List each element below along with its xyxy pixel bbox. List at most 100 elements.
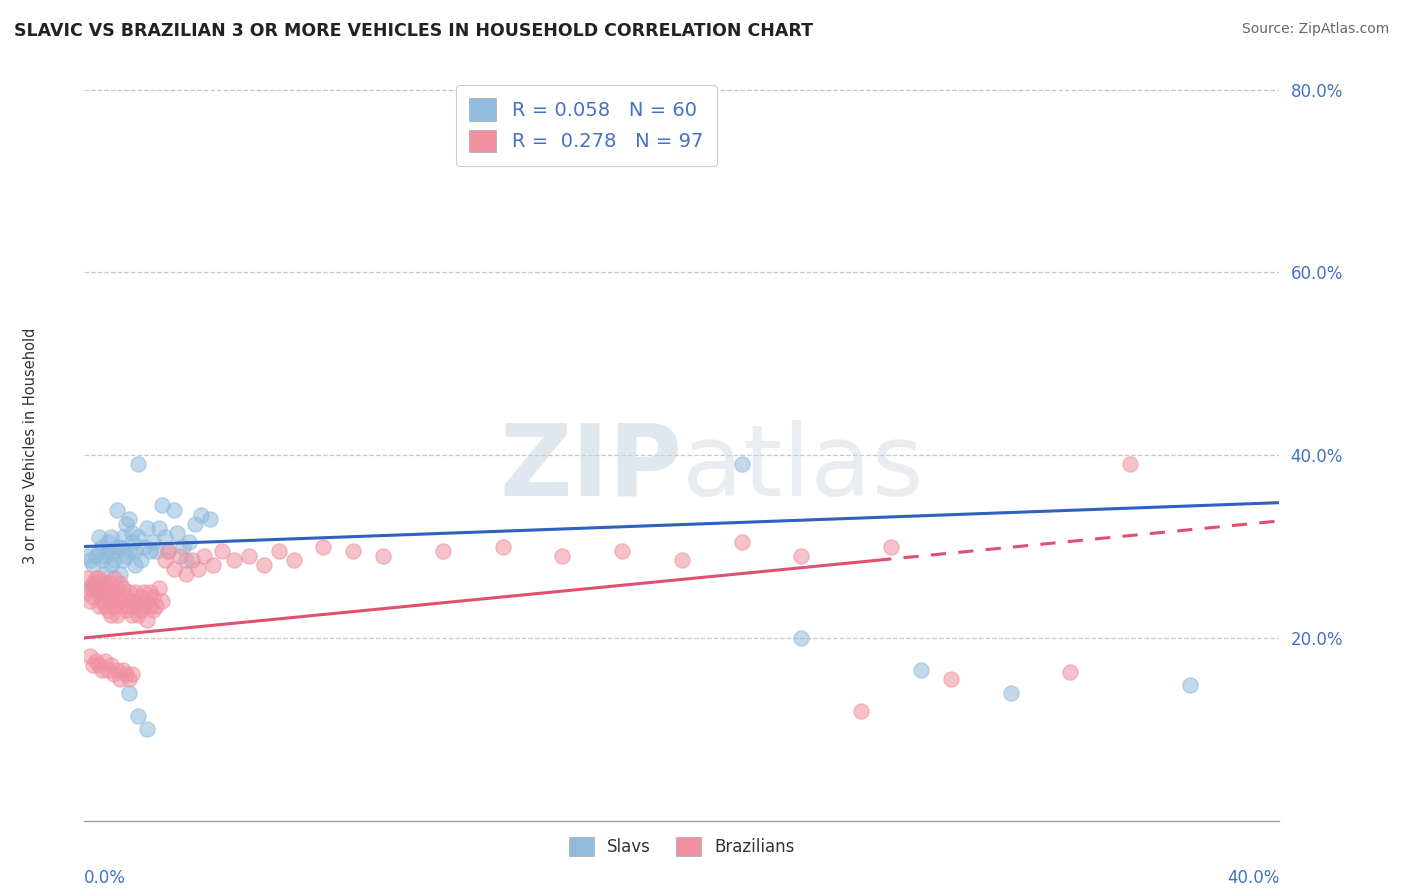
Point: [105, 540, 128, 554]
Text: 0.0%: 0.0%: [84, 870, 127, 888]
Point: [127, 457, 149, 471]
Point: [82, 576, 104, 591]
Point: [163, 503, 186, 517]
Point: [115, 516, 138, 531]
Point: [169, 549, 191, 563]
Point: [121, 535, 143, 549]
Point: [112, 530, 135, 544]
Point: [150, 499, 173, 513]
Point: [110, 566, 132, 581]
Point: [139, 544, 162, 558]
Point: [76, 549, 98, 563]
Point: [198, 512, 221, 526]
Point: [121, 594, 143, 608]
Point: [79, 649, 101, 664]
Point: [124, 599, 146, 613]
Text: ZIP: ZIP: [499, 420, 682, 517]
Point: [148, 581, 170, 595]
Point: [94, 654, 117, 668]
Point: [127, 608, 149, 623]
Point: [112, 599, 135, 613]
Point: [112, 663, 135, 677]
Point: [97, 603, 120, 617]
Point: [118, 512, 141, 526]
Point: [105, 503, 128, 517]
Point: [184, 516, 207, 531]
Point: [157, 544, 180, 558]
Point: [121, 608, 143, 623]
Point: [127, 530, 149, 544]
Point: [1119, 457, 1142, 471]
Point: [91, 540, 114, 554]
Text: Source: ZipAtlas.com: Source: ZipAtlas.com: [1241, 22, 1389, 37]
Point: [790, 549, 813, 563]
Point: [118, 599, 141, 613]
Point: [136, 521, 159, 535]
Point: [612, 544, 634, 558]
Point: [132, 599, 156, 613]
Point: [82, 590, 104, 604]
Point: [91, 663, 114, 677]
Point: [91, 581, 114, 595]
Point: [163, 562, 186, 576]
Point: [97, 535, 120, 549]
Point: [432, 544, 454, 558]
Point: [145, 599, 167, 613]
Point: [790, 631, 813, 645]
Point: [139, 599, 162, 613]
Point: [76, 572, 98, 586]
Point: [174, 553, 197, 567]
Point: [283, 553, 305, 567]
Point: [136, 594, 159, 608]
Point: [82, 581, 104, 595]
Point: [671, 553, 693, 567]
Point: [373, 549, 395, 563]
Point: [110, 540, 132, 554]
Point: [177, 535, 200, 549]
Point: [103, 667, 125, 681]
Point: [148, 521, 170, 535]
Point: [118, 544, 141, 558]
Point: [129, 603, 152, 617]
Point: [187, 562, 209, 576]
Point: [174, 566, 197, 581]
Point: [118, 585, 141, 599]
Point: [110, 576, 132, 591]
Point: [112, 581, 135, 595]
Point: [89, 658, 111, 673]
Legend: Slavs, Brazilians: Slavs, Brazilians: [561, 829, 803, 864]
Point: [153, 553, 176, 567]
Point: [86, 549, 108, 563]
Point: [89, 585, 111, 599]
Point: [880, 540, 903, 554]
Point: [129, 553, 152, 567]
Point: [118, 672, 141, 686]
Point: [172, 540, 194, 554]
Point: [79, 553, 101, 567]
Point: [1178, 678, 1201, 692]
Point: [1059, 665, 1081, 679]
Point: [115, 549, 138, 563]
Point: [253, 558, 276, 572]
Point: [103, 585, 125, 599]
Point: [851, 704, 873, 718]
Point: [153, 530, 176, 544]
Point: [150, 594, 173, 608]
Point: [145, 544, 167, 558]
Point: [142, 535, 165, 549]
Point: [222, 553, 245, 567]
Point: [94, 585, 117, 599]
Point: [82, 658, 104, 673]
Point: [97, 663, 120, 677]
Point: [103, 599, 125, 613]
Point: [76, 585, 98, 599]
Point: [86, 572, 108, 586]
Point: [157, 544, 180, 558]
Point: [211, 544, 233, 558]
Point: [551, 549, 574, 563]
Point: [1000, 686, 1022, 700]
Point: [166, 525, 188, 540]
Point: [105, 590, 128, 604]
Point: [132, 585, 156, 599]
Point: [97, 590, 120, 604]
